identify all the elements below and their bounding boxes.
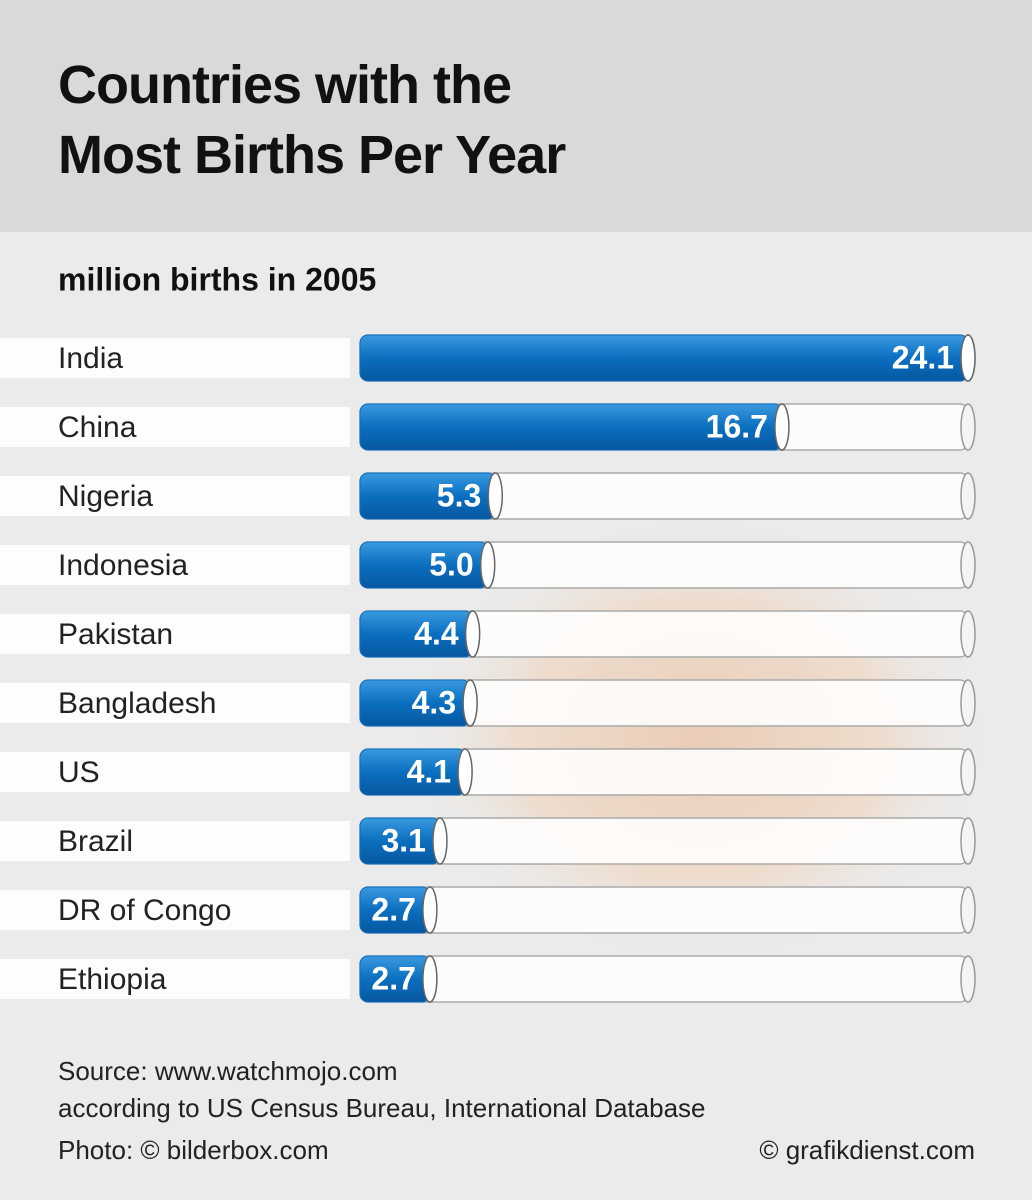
- bar-track: [359, 955, 969, 1003]
- photo-credit: Photo: © bilderbox.com: [58, 1135, 329, 1165]
- bar-cap: [479, 541, 496, 589]
- track-cap: [960, 679, 976, 727]
- category-label: Nigeria: [58, 480, 153, 513]
- track-cap: [960, 403, 976, 451]
- track-cap: [960, 886, 976, 934]
- track-cap: [960, 955, 976, 1003]
- track-cap: [960, 472, 976, 520]
- category-label: Indonesia: [58, 549, 188, 582]
- category-label: India: [58, 342, 123, 375]
- track-cap: [960, 541, 976, 589]
- bar: [359, 334, 969, 382]
- bar-track: [359, 886, 969, 934]
- label-stripe: [0, 821, 350, 861]
- track-cap: [960, 610, 976, 658]
- category-label: Brazil: [58, 825, 133, 858]
- bar-cap: [422, 955, 438, 1003]
- value-label: 2.7: [371, 891, 415, 927]
- label-stripe: [0, 683, 350, 723]
- label-stripe: [0, 890, 350, 930]
- label-stripe: [0, 752, 350, 792]
- category-label: DR of Congo: [58, 894, 231, 927]
- value-label: 3.1: [381, 822, 425, 858]
- label-stripe: [0, 545, 350, 585]
- bar-cap: [422, 886, 438, 934]
- subtitle: million births in 2005: [58, 261, 376, 297]
- header-band: [0, 0, 1032, 232]
- credit: © grafikdienst.com: [759, 1135, 975, 1165]
- label-stripe: [0, 614, 350, 654]
- bar-cap: [432, 817, 448, 865]
- value-label: 16.7: [706, 408, 768, 444]
- value-label: 4.3: [412, 684, 456, 720]
- bar-cap: [464, 610, 481, 658]
- label-stripe: [0, 959, 350, 999]
- chart-title: Countries with the Most Births Per Year: [58, 55, 566, 185]
- value-label: 5.0: [429, 546, 473, 582]
- value-label: 2.7: [371, 960, 415, 996]
- bar-track: [359, 817, 969, 865]
- category-label: China: [58, 411, 137, 444]
- bar-cap: [457, 748, 473, 796]
- category-label: Ethiopia: [58, 963, 167, 996]
- category-label: US: [58, 756, 100, 789]
- value-label: 24.1: [892, 339, 954, 375]
- label-stripe: [0, 338, 350, 378]
- category-label: Pakistan: [58, 618, 173, 651]
- bar-cap: [774, 403, 790, 451]
- track-cap: [960, 748, 976, 796]
- bar-cap: [960, 334, 976, 382]
- bar-cap: [462, 679, 478, 727]
- source-note: Source: www.watchmojo.com: [58, 1056, 398, 1086]
- source-note: according to US Census Bureau, Internati…: [58, 1093, 706, 1123]
- label-stripe: [0, 407, 350, 447]
- value-label: 4.4: [414, 615, 459, 651]
- label-stripe: [0, 476, 350, 516]
- value-label: 4.1: [407, 753, 451, 789]
- category-label: Bangladesh: [58, 687, 216, 720]
- bar-cap: [487, 472, 504, 520]
- value-label: 5.3: [437, 477, 481, 513]
- track-cap: [960, 817, 976, 865]
